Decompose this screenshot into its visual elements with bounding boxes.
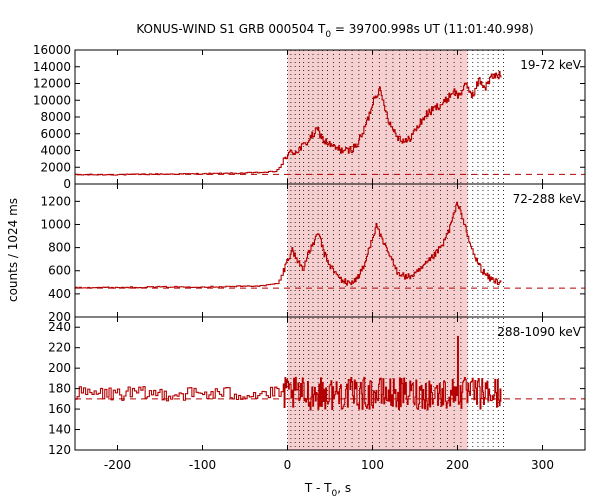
x-tick-label: 200 bbox=[446, 458, 469, 472]
x-tick-label: 300 bbox=[531, 458, 554, 472]
y-tick-label: 800 bbox=[48, 241, 71, 255]
energy-band-label: 72-288 keV bbox=[513, 192, 582, 206]
chart-title: KONUS-WIND S1 GRB 000504 T0 = 39700.998s… bbox=[136, 22, 533, 40]
y-tick-label: 200 bbox=[48, 310, 71, 324]
panels-layer: 020004000600080001000012000140001600019-… bbox=[33, 43, 586, 472]
panel-2: 200 400 600 800 1000 1200 72-288 keV bbox=[40, 183, 586, 324]
y-tick-label: 600 bbox=[48, 264, 71, 278]
energy-band-label: 288-1090 keV bbox=[497, 325, 581, 339]
panel-frame bbox=[74, 316, 586, 451]
y-tick-label: 10000 bbox=[33, 93, 71, 107]
y-tick-label: 4000 bbox=[40, 144, 71, 158]
count-rate-series bbox=[75, 201, 502, 289]
energy-band-label: 19-72 keV bbox=[520, 58, 582, 72]
x-tick-label: -200 bbox=[104, 458, 131, 472]
y-tick-label: 220 bbox=[48, 341, 71, 355]
y-tick-label: 14000 bbox=[33, 60, 71, 74]
y-tick-label: 2000 bbox=[40, 160, 71, 174]
y-tick-label: 200 bbox=[48, 361, 71, 375]
y-tick-label: 240 bbox=[48, 320, 71, 334]
y-tick-label: 160 bbox=[48, 402, 71, 416]
count-rate-series bbox=[75, 335, 502, 411]
y-tick-label: 140 bbox=[48, 423, 71, 437]
x-tick-label: 0 bbox=[284, 458, 292, 472]
panel-3: 120 140 160 180 200 220 240 288-1090 keV bbox=[48, 316, 586, 457]
y-tick-label: 16000 bbox=[33, 43, 71, 57]
y-tick-label: 1200 bbox=[40, 194, 71, 208]
y-tick-label: 12000 bbox=[33, 77, 71, 91]
y-tick-label: 8000 bbox=[40, 110, 71, 124]
y-tick-label: 120 bbox=[48, 443, 71, 457]
y-tick-label: 180 bbox=[48, 382, 71, 396]
y-axis-label: counts / 1024 ms bbox=[6, 198, 20, 302]
y-tick-label: 0 bbox=[63, 177, 71, 191]
x-tick-label: -100 bbox=[189, 458, 216, 472]
y-tick-label: 6000 bbox=[40, 127, 71, 141]
x-tick-label: 100 bbox=[361, 458, 384, 472]
y-tick-label: 1000 bbox=[40, 217, 71, 231]
x-axis-label: T - T0, s bbox=[304, 481, 351, 499]
y-tick-label: 400 bbox=[48, 287, 71, 301]
